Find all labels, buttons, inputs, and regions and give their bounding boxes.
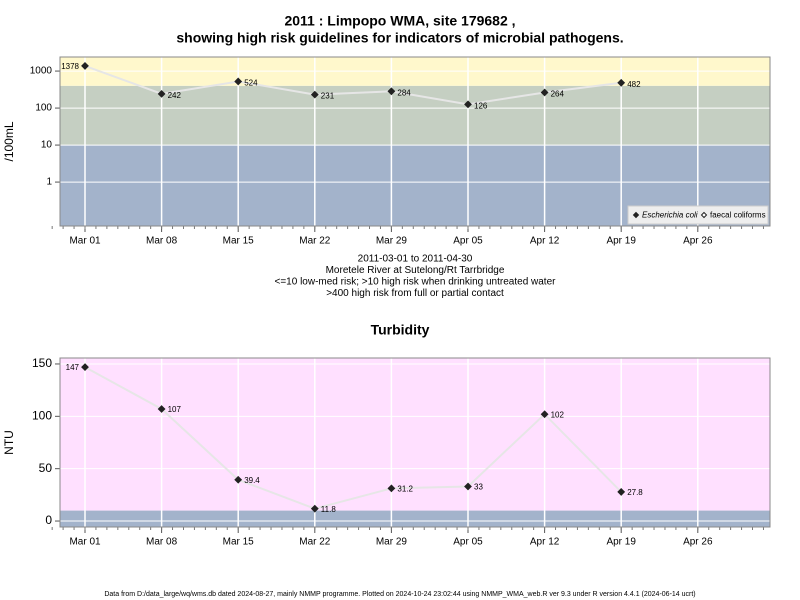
data-label: 107 <box>168 405 182 414</box>
x-tick-label: Mar 08 <box>146 236 178 247</box>
x-tick-label: Mar 15 <box>223 537 255 548</box>
data-label: 31.2 <box>397 484 413 493</box>
data-label: 147 <box>66 363 80 372</box>
y-tick-label: 50 <box>39 461 53 475</box>
plot-frame <box>59 357 771 528</box>
x-tick-label: Mar 29 <box>376 236 408 247</box>
data-point <box>617 488 626 496</box>
x-tick-label: Mar 01 <box>69 537 101 548</box>
data-label: 264 <box>551 90 565 99</box>
chart-note: >400 high risk from full or partial cont… <box>326 288 504 299</box>
footer: Data from D:/data_large/wq/wms.db dated … <box>104 591 695 598</box>
legend-symbol <box>700 211 708 219</box>
data-label: 231 <box>321 92 335 101</box>
y-tick-label: 150 <box>32 356 52 370</box>
x-tick-label: Apr 26 <box>683 537 713 548</box>
legend-box <box>627 205 769 225</box>
y-axis-label: NTU <box>2 430 16 455</box>
x-tick-label: Apr 12 <box>530 537 560 548</box>
chart-note: 2011-03-01 to 2011-04-30 <box>358 254 473 265</box>
data-point <box>81 62 89 70</box>
chart-title: Turbidity <box>371 322 430 338</box>
y-tick-label: 100 <box>32 408 52 422</box>
data-label: 102 <box>551 410 565 419</box>
data-point <box>464 100 472 109</box>
x-tick-label: Mar 15 <box>223 236 255 247</box>
data-point <box>540 410 549 419</box>
legend-symbol <box>632 211 640 219</box>
data-point <box>157 405 166 413</box>
data-point <box>81 363 89 372</box>
data-label: 482 <box>627 80 641 89</box>
data-point <box>234 77 243 86</box>
data-label: 39.4 <box>244 476 260 485</box>
chart-title: 2011 : Limpopo WMA, site 179682 , <box>284 13 515 29</box>
data-line <box>84 64 622 106</box>
y-tick-label: 10 <box>41 140 53 151</box>
y-tick-label: 0 <box>45 513 52 527</box>
data-label: 11.8 <box>321 505 337 514</box>
data-label: 27.8 <box>627 488 643 497</box>
data-label: 242 <box>168 91 182 100</box>
data-point <box>464 482 472 491</box>
y-tick-label: 100 <box>35 103 52 114</box>
x-tick-label: Mar 22 <box>299 537 331 548</box>
plot-frame <box>59 56 771 227</box>
data-label: 524 <box>244 79 258 88</box>
data-label: 284 <box>397 88 411 97</box>
data-point <box>387 87 396 96</box>
data-point <box>387 484 396 493</box>
chart-note: Moretele River at Sutelong/Rt Tarrbridge <box>326 265 505 276</box>
x-tick-label: Mar 29 <box>376 537 408 548</box>
data-point <box>617 78 626 87</box>
data-line <box>84 366 622 510</box>
y-axis-label: /100mL <box>2 121 16 161</box>
y-tick-label: 1 <box>46 177 52 188</box>
x-tick-label: Apr 19 <box>606 537 636 548</box>
x-tick-label: Mar 08 <box>146 537 178 548</box>
chart-note: <=10 low-med risk; >10 high risk when dr… <box>275 277 557 288</box>
data-label: 126 <box>474 101 488 110</box>
legend-label: Escherichia coli <box>642 211 698 220</box>
data-point <box>310 90 319 99</box>
data-label: 33 <box>474 483 483 492</box>
chart-title: showing high risk guidelines for indicat… <box>176 30 623 46</box>
x-tick-label: Apr 05 <box>453 236 483 247</box>
x-tick-label: Mar 22 <box>299 236 331 247</box>
y-tick-label: 1000 <box>30 66 53 77</box>
x-tick-label: Mar 01 <box>69 236 101 247</box>
data-point <box>234 475 243 484</box>
data-point <box>540 88 549 97</box>
legend-label: faecal coliforms <box>710 211 766 220</box>
data-label: 1378 <box>61 62 79 71</box>
risk-band <box>60 510 770 527</box>
data-point <box>157 89 166 98</box>
x-tick-label: Apr 26 <box>683 236 713 247</box>
data-point <box>310 504 319 513</box>
risk-band <box>60 358 770 511</box>
x-tick-label: Apr 12 <box>530 236 560 247</box>
x-tick-label: Apr 19 <box>606 236 636 247</box>
x-tick-label: Apr 05 <box>453 537 483 548</box>
